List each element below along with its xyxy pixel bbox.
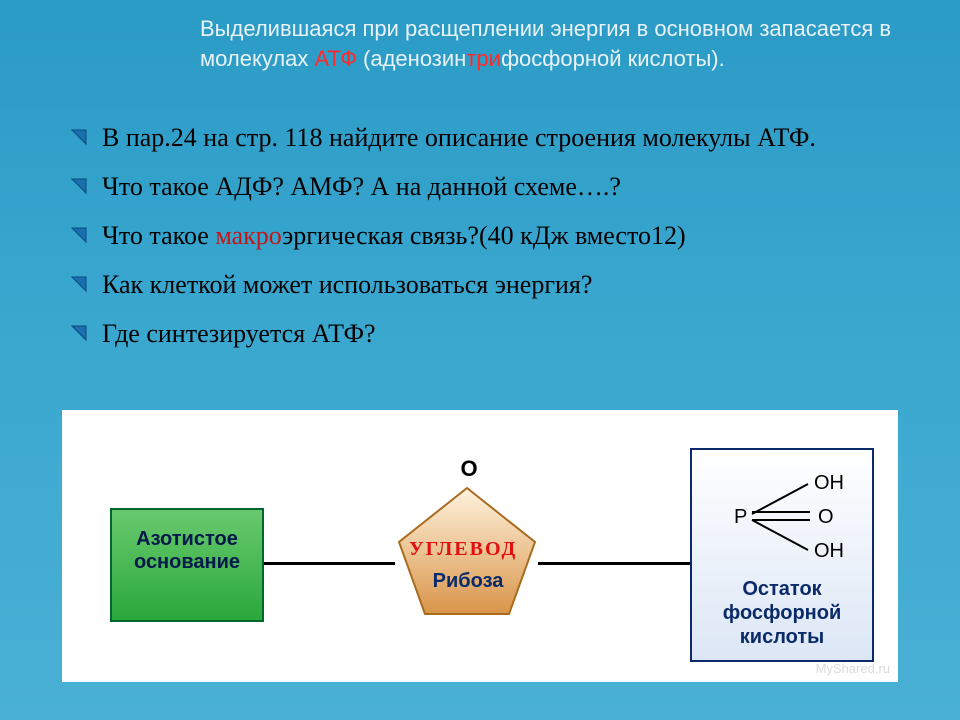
nbase-line1: Азотистое (112, 528, 262, 551)
bullet-item-1: В пар.24 на стр. 118 найдите описание ст… (70, 120, 900, 155)
connector-base-ribose (260, 562, 395, 565)
phos-label1: Остаток (692, 578, 872, 601)
bullet3-post: эргическая связь?(40 кДж вместо12) (282, 221, 686, 250)
ribose-o-label: O (459, 456, 479, 482)
nbase-line2: основание (112, 551, 262, 574)
bullet3-macro: макро (215, 221, 282, 250)
connector-ribose-phos (538, 562, 690, 565)
bullet-icon (70, 324, 88, 342)
bullet-item-5: Где синтезируется АТФ? (70, 316, 900, 351)
bullet-text: Как клеткой может использоваться энергия… (102, 267, 592, 302)
title-post: фосфорной кислоты). (501, 46, 725, 71)
title-mid: (аденозин (357, 46, 466, 71)
bullet3-pre: Что такое (102, 221, 215, 250)
handwritten-carbohydrate: УГЛЕВОД (409, 538, 517, 561)
bullet-item-4: Как клеткой может использоваться энергия… (70, 267, 900, 302)
bullet-text: Что такое макроэргическая связь?(40 кДж … (102, 218, 686, 253)
phos-bonds-icon (692, 450, 872, 580)
bullet-text: Где синтезируется АТФ? (102, 316, 376, 351)
title-tri: три (466, 46, 501, 71)
slide-title: Выделившаяся при расщеплении энергия в о… (200, 14, 900, 73)
nitrogenous-base-box: Азотистое основание (110, 508, 264, 622)
bullet-text: В пар.24 на стр. 118 найдите описание ст… (102, 120, 816, 155)
bullet-icon (70, 128, 88, 146)
bullet-list: В пар.24 на стр. 118 найдите описание ст… (70, 120, 900, 365)
phos-label2: фосфорной (692, 602, 872, 625)
bullet-item-2: Что такое АДФ? АМФ? А на данной схеме….? (70, 169, 900, 204)
bullet-icon (70, 226, 88, 244)
atp-structure-diagram: Азотистое основание А ДЕНИН O Рибоза УГЛ… (62, 410, 898, 682)
bullet-item-3: Что такое макроэргическая связь?(40 кДж … (70, 218, 900, 253)
bullet-icon (70, 275, 88, 293)
watermark: MyShared.ru (816, 661, 890, 676)
title-atf: АТФ (315, 46, 357, 71)
bullet-text: Что такое АДФ? АМФ? А на данной схеме….? (102, 169, 621, 204)
bullet-icon (70, 177, 88, 195)
phosphate-box: P OH O OH Остаток фосфорной кислоты (690, 448, 874, 662)
phos-label3: кислоты (692, 626, 872, 649)
ribose-label: Рибоза (408, 570, 528, 593)
